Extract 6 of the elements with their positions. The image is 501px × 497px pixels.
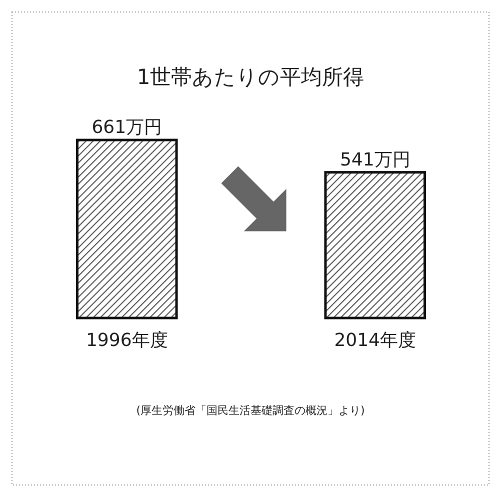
x-tick-label: 1996年度 (86, 330, 168, 351)
data-label: 661万円 (92, 117, 162, 138)
chart-title: 1世帯あたりの平均所得 (136, 65, 364, 89)
x-tick-label: 2014年度 (334, 330, 416, 351)
data-label: 541万円 (340, 149, 410, 170)
text: (厚生労働省「国民生活基礎調査の概況」より) (136, 404, 365, 417)
